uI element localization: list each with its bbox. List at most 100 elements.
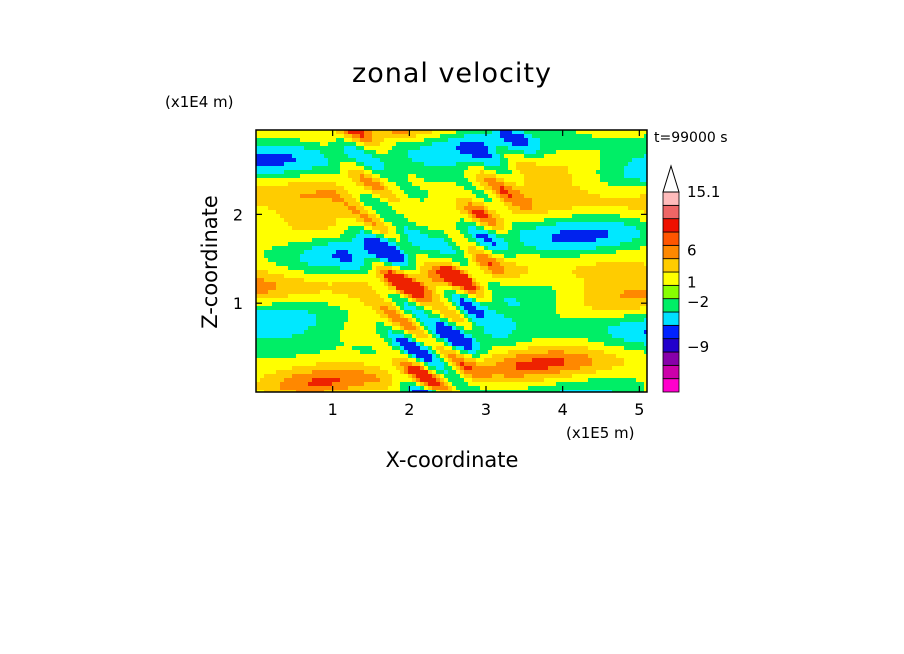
contour-cell (484, 310, 488, 314)
contour-cell (644, 270, 647, 274)
contour-cell (340, 218, 344, 222)
contour-cell (428, 190, 432, 194)
contour-cell (540, 150, 544, 154)
contour-cell (512, 162, 516, 166)
contour-cell (316, 158, 320, 162)
contour-cell (352, 274, 356, 278)
contour-cell (548, 330, 552, 334)
contour-cell (344, 222, 348, 226)
contour-cell (476, 278, 480, 282)
contour-cell (408, 246, 412, 250)
contour-cell (260, 182, 264, 186)
contour-cell (432, 322, 436, 326)
contour-cell (456, 234, 460, 238)
contour-cell (408, 214, 412, 218)
contour-cell (444, 214, 448, 218)
contour-cell (488, 230, 492, 234)
contour-cell (424, 174, 428, 178)
contour-cell (392, 202, 396, 206)
contour-cell (480, 150, 484, 154)
contour-cell (460, 206, 464, 210)
contour-cell (412, 294, 416, 298)
contour-cell (564, 242, 568, 246)
contour-cell (592, 186, 596, 190)
contour-cell (288, 242, 292, 246)
contour-cell (288, 210, 292, 214)
contour-cell (536, 130, 540, 134)
contour-cell (412, 146, 416, 150)
contour-cell (448, 282, 452, 286)
contour-cell (568, 134, 572, 138)
contour-cell (552, 166, 556, 170)
contour-cell (572, 222, 576, 226)
contour-cell (432, 330, 436, 334)
contour-cell (396, 238, 400, 242)
contour-cell (616, 182, 620, 186)
contour-cell (332, 318, 336, 322)
contour-cell (624, 242, 628, 246)
contour-cell (260, 258, 264, 262)
contour-cell (468, 286, 472, 290)
contour-cell (416, 294, 420, 298)
contour-cell (636, 246, 640, 250)
contour-cell (580, 174, 584, 178)
contour-cell (548, 218, 552, 222)
contour-cell (500, 282, 504, 286)
contour-cell (636, 206, 640, 210)
contour-cell (420, 230, 424, 234)
contour-cell (420, 206, 424, 210)
contour-cell (432, 310, 436, 314)
contour-cell (624, 202, 628, 206)
contour-cell (556, 186, 560, 190)
contour-cell (340, 330, 344, 334)
contour-cell (500, 150, 504, 154)
contour-cell (592, 294, 596, 298)
contour-cell (444, 298, 448, 302)
contour-cell (416, 226, 420, 230)
contour-cell (356, 194, 360, 198)
contour-cell (292, 286, 296, 290)
contour-cell (636, 142, 640, 146)
contour-cell (624, 154, 628, 158)
contour-cell (616, 238, 620, 242)
contour-cell (560, 162, 564, 166)
contour-cell (312, 310, 316, 314)
contour-cell (596, 174, 600, 178)
contour-cell (548, 274, 552, 278)
contour-cell (360, 274, 364, 278)
contour-cell (348, 142, 352, 146)
contour-cell (436, 274, 440, 278)
contour-cell (508, 222, 512, 226)
contour-cell (400, 146, 404, 150)
contour-cell (364, 322, 368, 326)
contour-cell (344, 314, 348, 318)
contour-cell (436, 210, 440, 214)
contour-cell (308, 266, 312, 270)
contour-cell (256, 174, 260, 178)
contour-cell (644, 142, 647, 146)
contour-cell (416, 214, 420, 218)
contour-cell (312, 174, 316, 178)
contour-cell (600, 222, 604, 226)
contour-cell (308, 214, 312, 218)
contour-cell (316, 330, 320, 334)
contour-cell (324, 138, 328, 142)
contour-cell (520, 158, 524, 162)
contour-cell (500, 286, 504, 290)
contour-cell (628, 274, 632, 278)
contour-cell (272, 182, 276, 186)
contour-cell (268, 246, 272, 250)
contour-cell (580, 238, 584, 242)
contour-cell (444, 182, 448, 186)
contour-cell (584, 198, 588, 202)
contour-cell (588, 254, 592, 258)
contour-cell (296, 158, 300, 162)
contour-cell (376, 134, 380, 138)
contour-cell (392, 318, 396, 322)
contour-cell (440, 218, 444, 222)
contour-cell (552, 306, 556, 310)
contour-cell (608, 198, 612, 202)
contour-cell (368, 226, 372, 230)
contour-cell (372, 178, 376, 182)
contour-cell (332, 166, 336, 170)
